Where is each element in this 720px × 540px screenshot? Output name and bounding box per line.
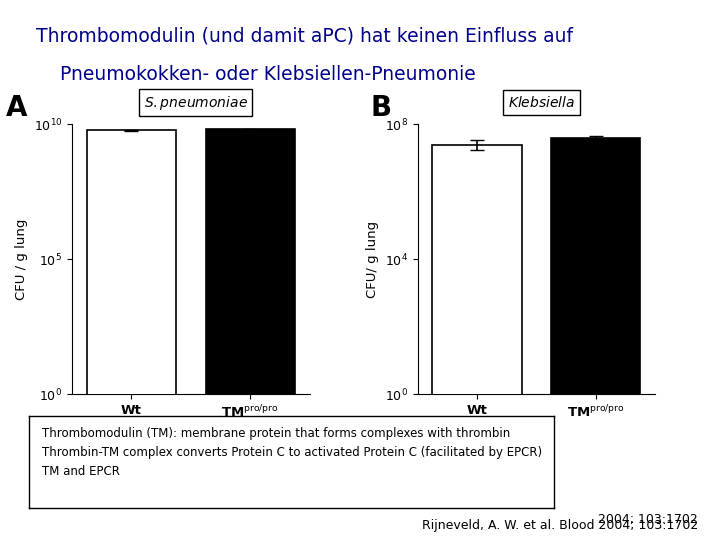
Text: B: B	[370, 93, 391, 122]
Y-axis label: CFU/ g lung: CFU/ g lung	[366, 221, 379, 298]
Text: 2004; 103:1702: 2004; 103:1702	[594, 514, 698, 526]
Text: $\it{S. pneumoniae}$: $\it{S. pneumoniae}$	[143, 93, 248, 112]
Y-axis label: CFU / g lung: CFU / g lung	[15, 219, 28, 300]
Bar	[87, 130, 176, 540]
Text: $\it{Klebsiella}$: $\it{Klebsiella}$	[508, 95, 575, 110]
Bar	[433, 145, 521, 540]
Text: Thrombomodulin (und damit aPC) hat keinen Einfluss auf: Thrombomodulin (und damit aPC) hat keine…	[36, 27, 573, 46]
Text: Rijneveld, A. W. et al. Blood 2004; 103:1702: Rijneveld, A. W. et al. Blood 2004; 103:…	[422, 518, 698, 532]
Text: A: A	[6, 93, 27, 122]
Text: Pneumokokken- oder Klebsiellen-Pneumonie: Pneumokokken- oder Klebsiellen-Pneumonie	[36, 65, 476, 84]
Bar	[552, 138, 640, 540]
Bar	[206, 129, 294, 540]
Text: Thrombomodulin (TM): membrane protein that forms complexes with thrombin
Thrombi: Thrombomodulin (TM): membrane protein th…	[42, 427, 542, 478]
